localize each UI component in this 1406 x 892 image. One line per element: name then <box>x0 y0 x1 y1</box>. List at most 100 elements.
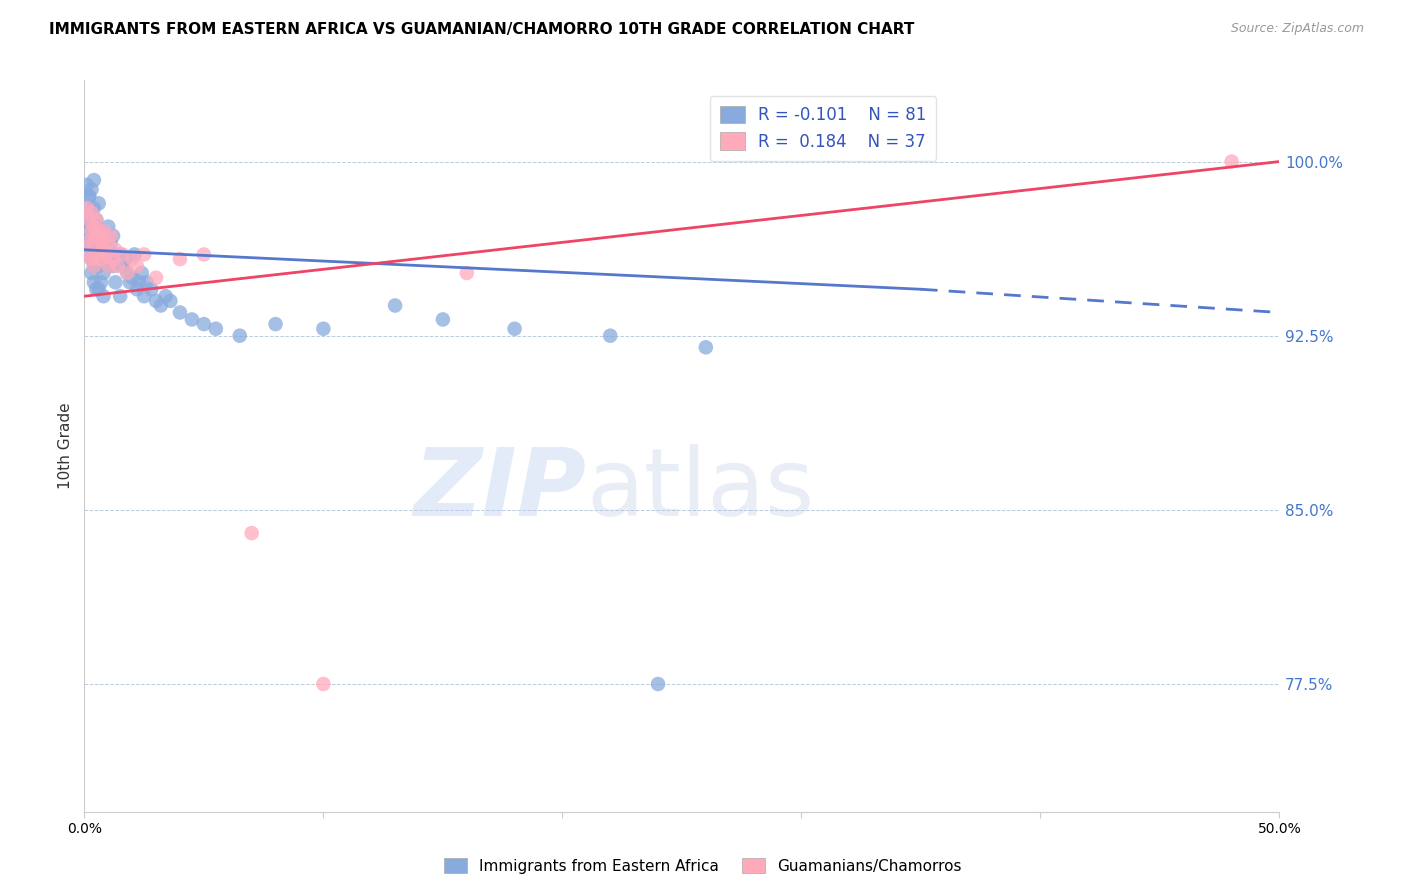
Point <box>125 282 148 296</box>
Point <box>128 275 150 289</box>
Point <box>90 275 112 289</box>
Point <box>87 243 110 257</box>
Point <box>87 224 110 238</box>
Point <box>77 189 100 203</box>
Point <box>77 212 100 227</box>
Point <box>100 252 122 266</box>
Point <box>86 252 108 266</box>
Point <box>94 252 117 266</box>
Point <box>90 252 112 266</box>
Point <box>264 317 287 331</box>
Text: atlas: atlas <box>586 444 814 536</box>
Point <box>695 340 717 354</box>
Point <box>121 252 143 266</box>
Point <box>94 235 117 250</box>
Point <box>77 247 100 261</box>
Point <box>132 247 156 261</box>
Point <box>118 275 141 289</box>
Point <box>86 212 108 227</box>
Point <box>193 247 215 261</box>
Point <box>80 219 103 234</box>
Point <box>80 182 103 196</box>
Point <box>100 228 122 243</box>
Point <box>97 259 120 273</box>
Point <box>229 328 252 343</box>
Point <box>124 247 146 261</box>
Y-axis label: 10th Grade: 10th Grade <box>58 402 73 490</box>
Point <box>86 212 108 227</box>
Point <box>83 243 105 257</box>
Point <box>312 322 335 336</box>
Point <box>90 224 112 238</box>
Point <box>107 252 129 266</box>
Point <box>86 282 108 296</box>
Point <box>240 526 263 541</box>
Point <box>121 270 143 285</box>
Text: IMMIGRANTS FROM EASTERN AFRICA VS GUAMANIAN/CHAMORRO 10TH GRADE CORRELATION CHAR: IMMIGRANTS FROM EASTERN AFRICA VS GUAMAN… <box>49 22 914 37</box>
Point <box>83 259 105 273</box>
Point <box>107 259 129 273</box>
Point <box>141 282 163 296</box>
Point <box>87 196 110 211</box>
Point <box>104 243 127 257</box>
Point <box>169 305 191 319</box>
Point <box>76 235 98 250</box>
Point <box>97 235 120 250</box>
Point <box>599 328 621 343</box>
Point <box>77 189 100 203</box>
Point <box>83 224 105 238</box>
Point <box>86 219 108 234</box>
Point <box>205 322 228 336</box>
Point <box>80 205 103 219</box>
Point <box>169 252 191 266</box>
Point <box>135 275 157 289</box>
Point <box>101 252 124 266</box>
Point <box>145 293 167 308</box>
Point <box>80 205 103 219</box>
Text: Source: ZipAtlas.com: Source: ZipAtlas.com <box>1230 22 1364 36</box>
Point <box>159 293 181 308</box>
Point <box>94 247 117 261</box>
Point <box>647 677 669 691</box>
Point <box>86 228 108 243</box>
Point <box>1220 154 1243 169</box>
Point <box>93 289 115 303</box>
Point <box>80 224 103 238</box>
Point <box>76 201 98 215</box>
Point <box>456 266 478 280</box>
Point <box>97 247 120 261</box>
Point <box>80 252 103 266</box>
Point <box>93 228 115 243</box>
Point <box>76 178 98 192</box>
Point <box>104 275 127 289</box>
Point <box>87 247 110 261</box>
Point <box>132 289 156 303</box>
Point <box>104 247 127 261</box>
Point <box>110 247 132 261</box>
Point <box>101 259 124 273</box>
Point <box>87 282 110 296</box>
Point <box>83 275 105 289</box>
Point <box>86 235 108 250</box>
Point <box>181 312 204 326</box>
Point <box>93 224 115 238</box>
Point <box>77 247 100 261</box>
Point <box>312 677 335 691</box>
Point <box>93 247 115 261</box>
Point <box>145 270 167 285</box>
Point <box>131 266 153 280</box>
Point <box>83 259 105 273</box>
Point <box>80 252 103 266</box>
Legend: R = -0.101    N = 81, R =  0.184    N = 37: R = -0.101 N = 81, R = 0.184 N = 37 <box>710 96 936 161</box>
Point <box>384 299 406 313</box>
Point <box>149 299 172 313</box>
Point <box>93 266 115 280</box>
Point <box>432 312 454 326</box>
Point <box>111 259 134 273</box>
Point <box>90 235 112 250</box>
Point <box>90 252 112 266</box>
Point <box>193 317 215 331</box>
Point <box>77 212 100 227</box>
Point <box>97 219 120 234</box>
Point <box>76 224 98 238</box>
